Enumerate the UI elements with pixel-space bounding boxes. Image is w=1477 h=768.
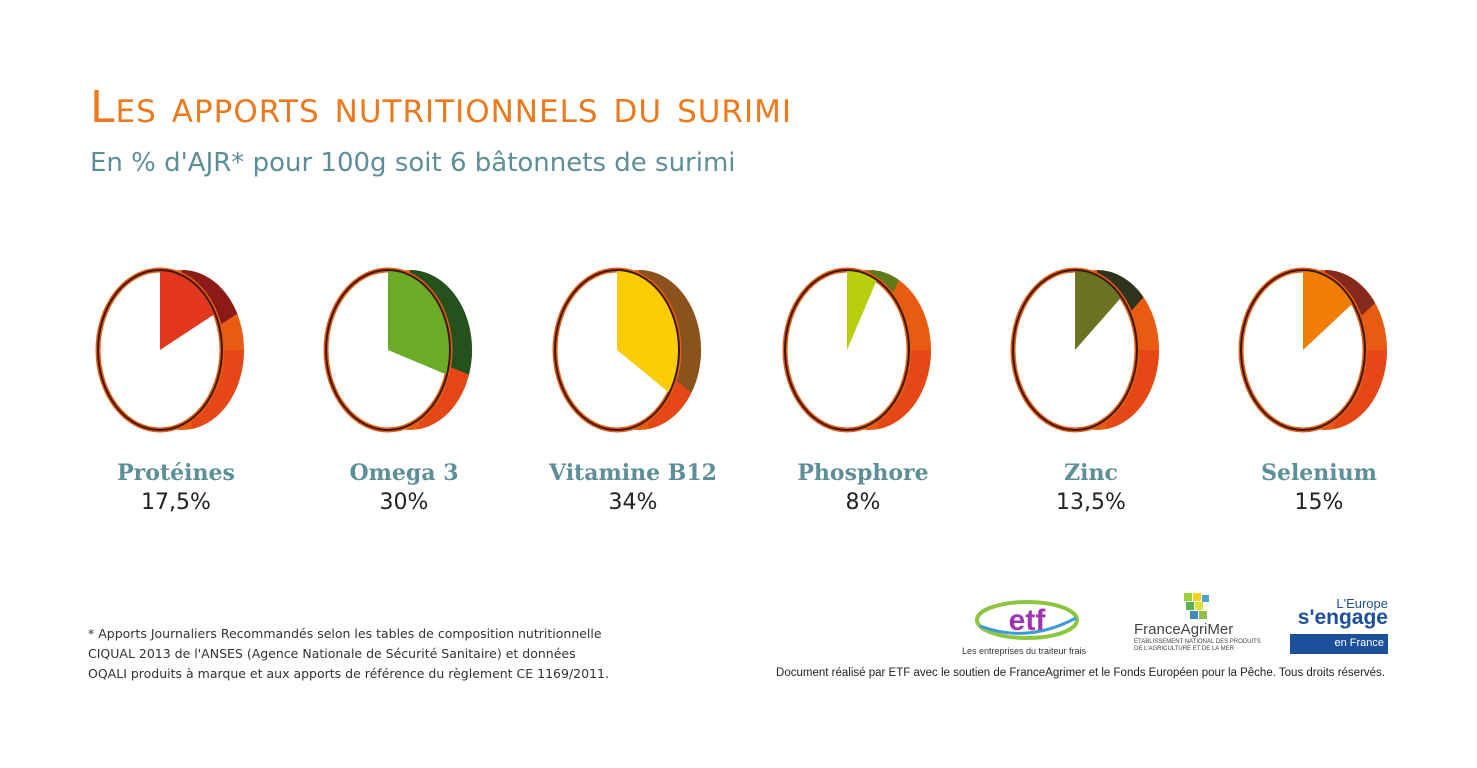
pie-slice: [388, 270, 450, 375]
pie-value-label: 34%: [608, 490, 658, 515]
footnote-line: CIQUAL 2013 de l'ANSES (Agence Nationale…: [88, 646, 576, 661]
europe-logo-top: L'Europe: [1336, 596, 1388, 611]
pie-slice: [617, 270, 679, 393]
pie-2: [323, 267, 472, 433]
pie-value-label: 13,5%: [1056, 490, 1126, 515]
pie-outline: [554, 269, 680, 431]
franceagrimer-name: FranceAgriMer: [1134, 621, 1234, 638]
footnote-line: OQALI produits à marque et aux apports d…: [88, 666, 609, 681]
chart-subtitle: En % d'AJR* pour 100g soit 6 bâtonnets d…: [90, 148, 736, 178]
pie-outline: [1240, 269, 1366, 431]
pie-slice: [160, 270, 216, 350]
pie-value-label: 30%: [379, 490, 429, 515]
credits: Document réalisé par ETF avec le soutien…: [776, 667, 1385, 679]
europe-logo-band: [1290, 634, 1388, 654]
etf-logo-text: etf: [1009, 604, 1047, 637]
pie-slice: [847, 270, 877, 350]
footnote: * Apports Journaliers Recommandés selon …: [88, 624, 668, 684]
pie-value-label: 17,5%: [141, 490, 211, 515]
pie-5: [1010, 267, 1159, 433]
europe-logo-middle: s'engage: [1297, 606, 1388, 629]
pie-outline: [784, 269, 910, 431]
pie-category-label: Vitamine B12: [549, 460, 717, 486]
pie-outline: [325, 269, 451, 431]
etf-tagline: Les entreprises du traiteur frais: [961, 646, 1087, 656]
pie-category-label: Selenium: [1261, 460, 1377, 486]
europe-logo-bottom: en France: [1334, 637, 1384, 649]
pie-charts: [95, 267, 1387, 433]
pie-1: [95, 267, 244, 433]
pie-value-label: 8%: [845, 490, 881, 515]
pie-slice: [1303, 270, 1354, 350]
pie-category-label: Protéines: [117, 460, 235, 486]
pie-category-label: Zinc: [1064, 460, 1118, 486]
pie-outline: [97, 269, 223, 431]
footnote-line: * Apports Journaliers Recommandés selon …: [88, 626, 602, 641]
pie-outline: [1012, 269, 1138, 431]
pie-slice: [1075, 270, 1122, 350]
pie-3: [552, 267, 701, 433]
pie-category-label: Phosphore: [797, 460, 929, 486]
chart-title: Les apports nutritionnels du surimi: [90, 82, 793, 133]
franceagrimer-tagline: Établissement national des produits de l…: [1134, 639, 1261, 652]
pie-4: [782, 267, 931, 433]
franceagrimer-logo: [1184, 593, 1209, 619]
etf-logo: etf: [975, 600, 1079, 640]
pie-value-label: 15%: [1294, 490, 1344, 515]
pie-6: [1238, 267, 1387, 433]
pie-category-label: Omega 3: [349, 460, 459, 486]
